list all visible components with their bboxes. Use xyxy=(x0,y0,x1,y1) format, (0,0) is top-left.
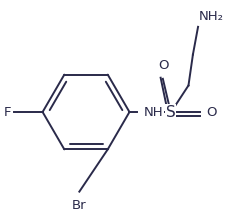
Text: NH₂: NH₂ xyxy=(198,10,223,23)
Text: F: F xyxy=(3,106,11,118)
Text: NH: NH xyxy=(143,106,163,118)
Text: O: O xyxy=(205,106,216,118)
Text: Br: Br xyxy=(72,199,86,212)
Text: O: O xyxy=(158,59,169,72)
Text: S: S xyxy=(165,105,175,119)
